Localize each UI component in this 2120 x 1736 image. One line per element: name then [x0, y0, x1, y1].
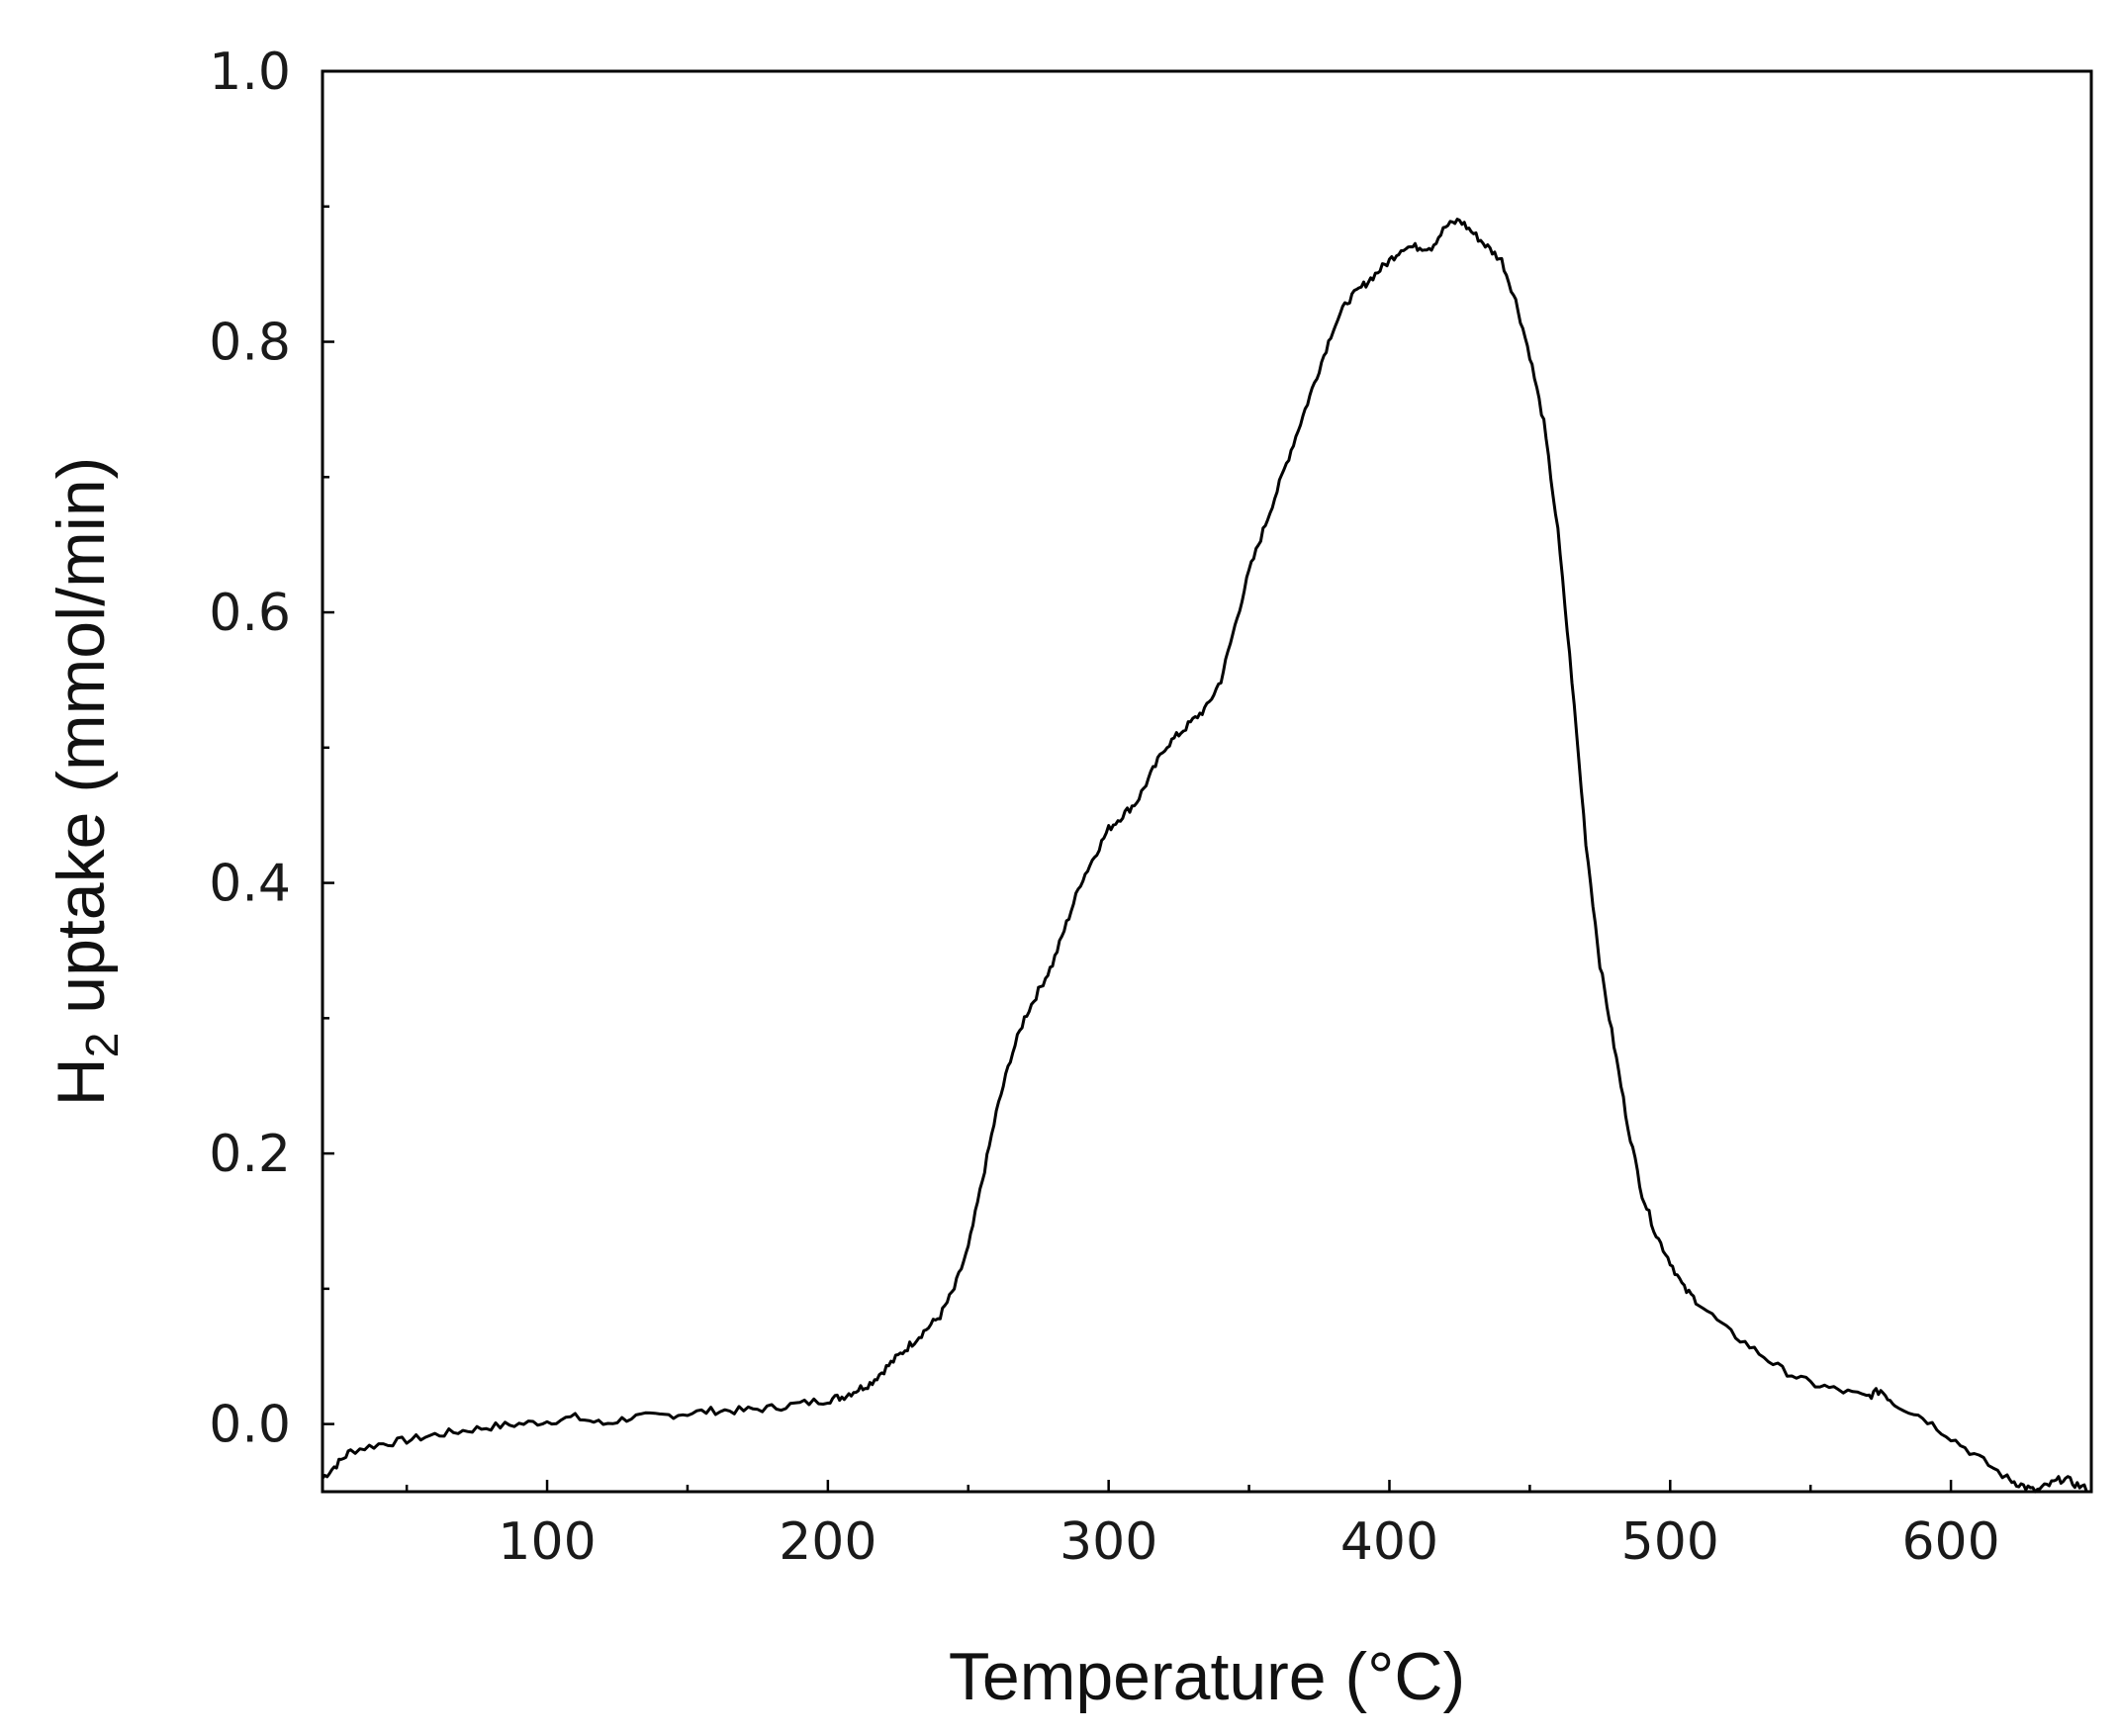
- y-axis-title-subscript: 2: [76, 1033, 128, 1058]
- y-axis-ticks: 0.0 0.2 0.4 0.6 0.8 1.0: [209, 43, 334, 1455]
- x-tick-label: 200: [779, 1512, 876, 1572]
- y-axis-title: H2 uptake (mmol/min): [44, 457, 128, 1107]
- y-tick-label: 0.0: [209, 1396, 291, 1455]
- y-tick-label: 0.4: [209, 855, 291, 914]
- x-tick-label: 100: [498, 1512, 596, 1572]
- h2-uptake-series-line: [321, 218, 2091, 1494]
- x-tick-label: 300: [1060, 1512, 1157, 1572]
- y-tick-label: 0.8: [209, 314, 291, 373]
- series-layer: [321, 218, 2091, 1494]
- x-tick-label: 400: [1340, 1512, 1438, 1572]
- y-tick-label: 0.6: [209, 584, 291, 643]
- y-axis-title-rest: uptake (mmol/min): [44, 457, 119, 1033]
- x-tick-label: 500: [1621, 1512, 1719, 1572]
- y-tick-label: 1.0: [209, 43, 291, 102]
- x-axis-title: Temperature (°C): [949, 1639, 1465, 1714]
- y-axis-title-main: H: [44, 1057, 119, 1106]
- x-tick-label: 600: [1901, 1512, 1999, 1572]
- plot-frame: [321, 69, 2093, 1494]
- x-axis-ticks: 100 200 300 400 500 600: [405, 1480, 2093, 1572]
- y-tick-label: 0.2: [209, 1125, 291, 1184]
